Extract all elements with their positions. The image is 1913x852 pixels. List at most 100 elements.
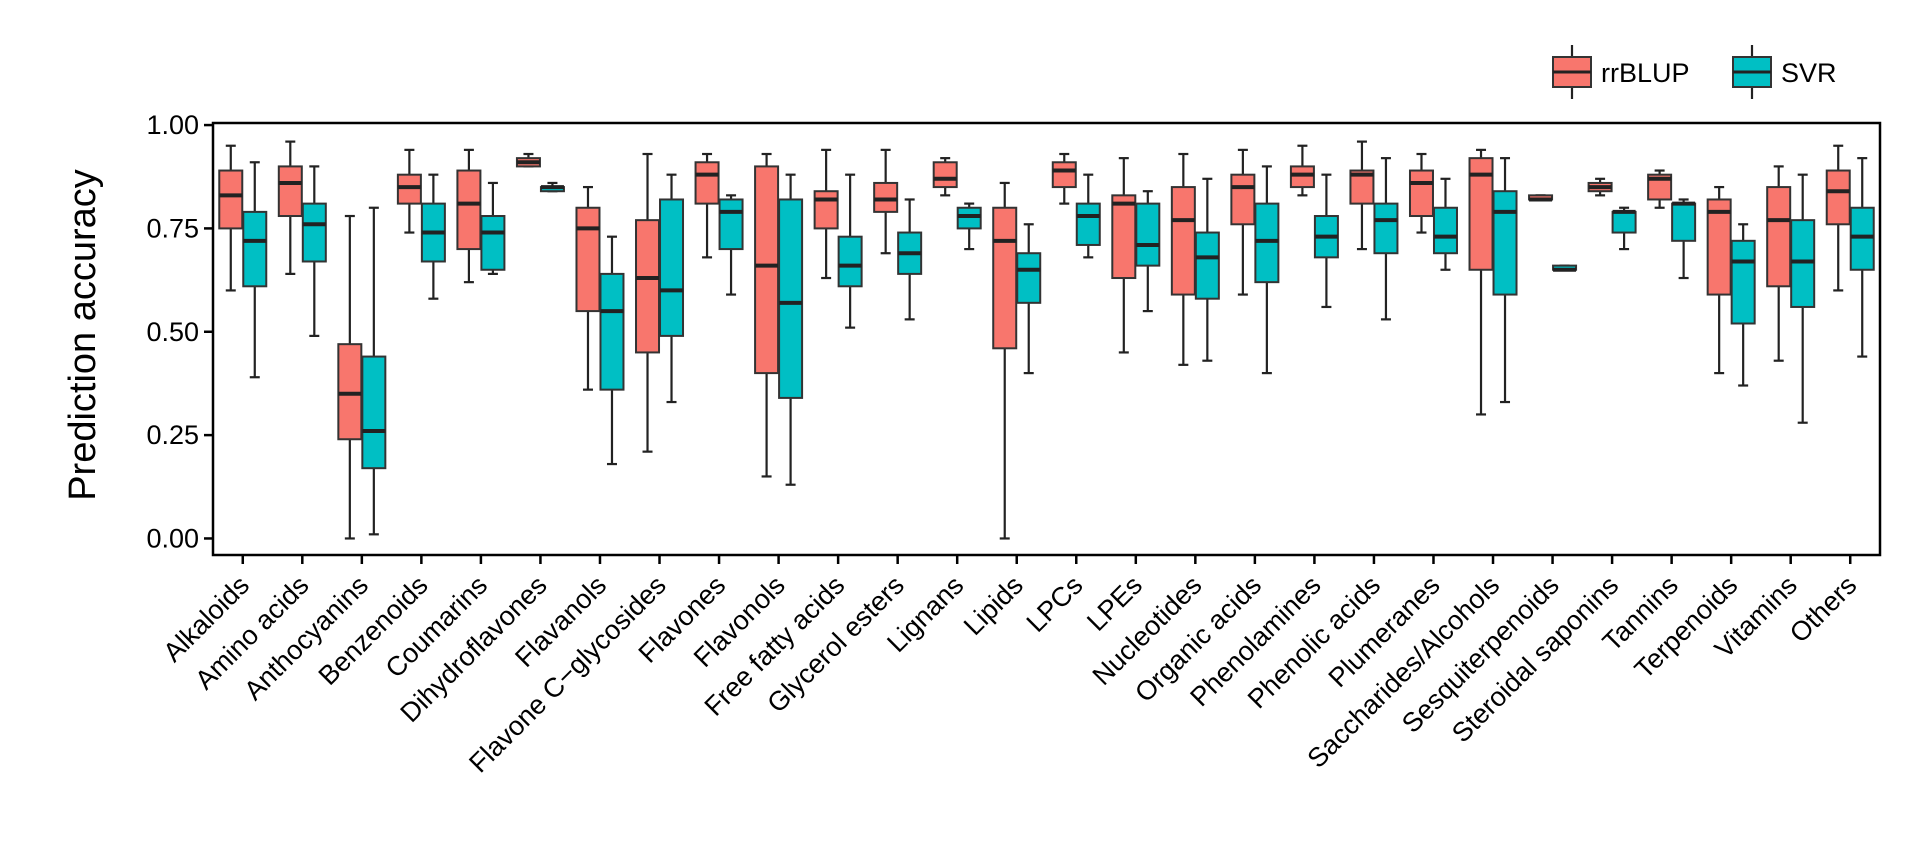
box-iqr (932, 161, 958, 189)
box-iqr (956, 206, 982, 230)
box-rrblup-4 (456, 148, 482, 284)
box-iqr (456, 169, 482, 251)
box-rrblup-20 (1408, 152, 1434, 234)
box-rrblup-17 (1230, 148, 1256, 296)
box-svr-18 (1313, 173, 1339, 309)
box-svr-14 (1075, 173, 1101, 259)
box-rrblup-8 (694, 152, 720, 259)
legend: rrBLUP SVR (1552, 45, 1837, 99)
box-iqr (1254, 202, 1280, 284)
y-axis: 0.00 0.25 0.50 0.75 1.00 (146, 110, 213, 553)
box-svr-21 (1492, 157, 1518, 404)
box-iqr (1766, 186, 1792, 288)
box-rrblup-21 (1468, 148, 1494, 416)
y-tick-label: 0.50 (146, 317, 199, 347)
box-iqr (1289, 165, 1315, 189)
box-iqr (1432, 206, 1458, 255)
box-iqr (1492, 190, 1518, 296)
y-tick-label: 0.25 (146, 420, 199, 450)
box-rrblup-27 (1825, 144, 1851, 292)
box-rrblup-19 (1349, 140, 1375, 251)
box-iqr (480, 215, 506, 271)
box-iqr (1611, 210, 1637, 234)
legend-item-rrblup: rrBLUP (1552, 45, 1690, 99)
box-rrblup-14 (1051, 152, 1077, 205)
box-iqr (337, 343, 363, 441)
legend-key (1552, 45, 1592, 99)
box-rrblup-6 (575, 185, 601, 391)
box-iqr (1349, 169, 1375, 205)
box-iqr (1170, 186, 1196, 296)
box-svr-17 (1254, 165, 1280, 375)
legend-key (1732, 45, 1772, 99)
box-svr-12 (956, 202, 982, 251)
box-iqr (361, 355, 387, 470)
box-iqr (1647, 173, 1673, 201)
box-iqr (1825, 169, 1851, 226)
y-tick-label: 0.00 (146, 523, 199, 553)
box-svr-26 (1790, 173, 1816, 424)
box-rrblup-15 (1111, 157, 1137, 354)
box-rrblup-25 (1706, 185, 1732, 375)
box-svr-4 (480, 181, 506, 275)
box-iqr (1075, 202, 1101, 246)
box-svr-8 (718, 194, 744, 296)
box-iqr (575, 206, 601, 313)
box-iqr (242, 210, 268, 288)
box-iqr (873, 181, 899, 213)
box-rrblup-24 (1647, 169, 1673, 209)
box-svr-20 (1432, 177, 1458, 271)
box-rrblup-22 (1528, 194, 1554, 202)
box-iqr (694, 161, 720, 205)
box-iqr (1849, 206, 1875, 271)
box-iqr (1408, 169, 1434, 218)
box-iqr (1373, 202, 1399, 255)
box-iqr (1194, 231, 1220, 300)
box-svr-24 (1671, 198, 1697, 280)
box-svr-11 (897, 198, 923, 321)
y-tick-label: 0.75 (146, 213, 199, 243)
box-rrblup-0 (218, 144, 244, 292)
box-svr-23 (1611, 206, 1637, 251)
box-iqr (1671, 202, 1697, 242)
box-svr-13 (1016, 223, 1042, 375)
box-iqr (396, 173, 422, 205)
box-rrblup-3 (396, 148, 422, 234)
box-iqr (301, 202, 327, 263)
box-iqr (599, 272, 625, 391)
box-iqr (992, 206, 1018, 350)
x-tick-label: LPCs (1021, 570, 1089, 638)
box-svr-5 (539, 181, 565, 193)
box-svr-16 (1194, 177, 1220, 362)
box-iqr (659, 198, 685, 337)
x-tick-label: Others (1784, 570, 1863, 649)
box-svr-22 (1552, 264, 1578, 272)
box-iqr (635, 219, 661, 354)
box-svr-2 (361, 206, 387, 536)
box-svr-3 (420, 173, 446, 300)
box-rrblup-16 (1170, 152, 1196, 366)
box-iqr (778, 198, 804, 399)
legend-label: rrBLUP (1601, 58, 1690, 88)
box-rrblup-13 (992, 181, 1018, 540)
box-iqr (718, 198, 744, 251)
box-svr-27 (1849, 157, 1875, 358)
box-svr-9 (778, 173, 804, 486)
plot-area (218, 140, 1875, 540)
box-rrblup-1 (277, 140, 303, 275)
box-svr-7 (659, 173, 685, 404)
box-iqr (1051, 161, 1077, 189)
box-iqr (277, 165, 303, 218)
box-svr-0 (242, 161, 268, 379)
box-iqr (754, 165, 780, 375)
box-iqr (813, 190, 839, 230)
box-iqr (218, 169, 244, 230)
box-svr-10 (837, 173, 863, 329)
legend-item-svr: SVR (1732, 45, 1837, 99)
box-svr-25 (1730, 223, 1756, 387)
box-svr-19 (1373, 157, 1399, 321)
box-rrblup-7 (635, 152, 661, 453)
box-rrblup-12 (932, 157, 958, 197)
